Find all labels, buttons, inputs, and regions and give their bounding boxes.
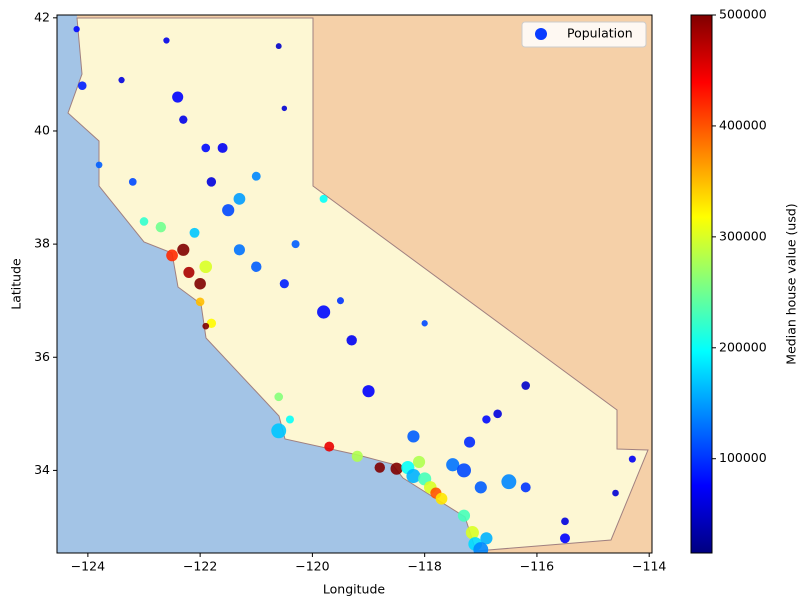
point <box>473 542 489 553</box>
point <box>456 463 471 478</box>
x-tick-label: −124 <box>71 559 105 574</box>
point <box>374 462 385 473</box>
california <box>67 17 649 552</box>
point <box>217 142 228 153</box>
point <box>95 161 103 169</box>
point <box>172 91 184 103</box>
point <box>155 221 167 233</box>
legend-marker <box>535 28 547 40</box>
point <box>163 37 170 44</box>
x-tick-label: −120 <box>295 559 329 574</box>
y-tick-label: 36 <box>34 349 50 364</box>
point <box>206 177 217 187</box>
point <box>480 532 493 545</box>
point <box>285 415 294 424</box>
point <box>189 227 200 238</box>
point <box>324 441 335 452</box>
point <box>317 305 331 319</box>
y-tick-label: 40 <box>34 122 50 137</box>
point <box>202 322 210 330</box>
legend-box <box>521 21 647 48</box>
point <box>362 385 375 398</box>
point <box>457 509 471 522</box>
legend: Population <box>521 21 647 48</box>
point <box>561 517 569 526</box>
colorbar-tick-label: 500000 <box>719 7 767 22</box>
point <box>251 261 262 272</box>
point <box>222 204 235 217</box>
point <box>412 455 426 469</box>
point <box>271 423 287 439</box>
point <box>275 43 282 50</box>
point <box>421 320 428 327</box>
point <box>520 482 531 493</box>
point <box>336 297 344 305</box>
point <box>251 171 261 181</box>
point <box>406 469 421 484</box>
x-tick-label: −114 <box>632 559 666 574</box>
y-tick-label: 42 <box>34 9 50 24</box>
colorbar-label: Median house value (usd) <box>784 203 799 364</box>
colorbar-tick-label: 100000 <box>719 450 767 465</box>
point <box>351 450 363 462</box>
point <box>493 409 502 419</box>
plot-frame <box>56 14 653 554</box>
point <box>199 260 213 274</box>
point <box>628 455 636 463</box>
point <box>474 481 487 494</box>
y-axis-label: Latitude <box>9 258 24 310</box>
colorbar-tick-label: 300000 <box>719 228 767 243</box>
point <box>279 279 289 289</box>
point <box>501 474 517 490</box>
point <box>319 194 328 203</box>
point <box>482 415 491 424</box>
point <box>233 244 245 256</box>
point <box>521 381 531 390</box>
point <box>177 243 190 256</box>
x-tick-label: −122 <box>183 559 217 574</box>
x-tick-label: −118 <box>407 559 441 574</box>
x-tick-label: −116 <box>520 559 554 574</box>
point <box>612 489 619 497</box>
point <box>446 458 460 472</box>
point <box>128 178 137 186</box>
map-background <box>57 15 652 553</box>
colorbar-tick-label: 200000 <box>719 339 767 354</box>
legend-label: Population <box>567 26 633 41</box>
point <box>179 115 188 124</box>
colorbar-tick-label: 400000 <box>719 117 767 132</box>
point <box>139 217 149 226</box>
point <box>464 436 476 448</box>
point <box>346 335 357 346</box>
point <box>183 266 195 278</box>
point <box>166 249 178 262</box>
point <box>291 240 300 249</box>
y-tick-label: 34 <box>34 462 50 477</box>
point <box>435 492 448 505</box>
point <box>465 526 479 540</box>
point <box>118 76 125 84</box>
point <box>407 430 420 443</box>
point <box>195 297 205 307</box>
point <box>390 462 403 475</box>
point <box>233 192 246 205</box>
point <box>560 533 570 544</box>
colorbar <box>690 14 713 554</box>
y-tick-label: 38 <box>34 236 50 251</box>
points <box>73 26 636 553</box>
point <box>77 81 87 91</box>
ocean <box>57 15 476 553</box>
x-axis-label: Longitude <box>323 582 385 597</box>
point <box>194 277 206 290</box>
point <box>281 105 288 112</box>
point <box>274 392 284 402</box>
point <box>73 26 80 33</box>
point <box>201 143 211 153</box>
